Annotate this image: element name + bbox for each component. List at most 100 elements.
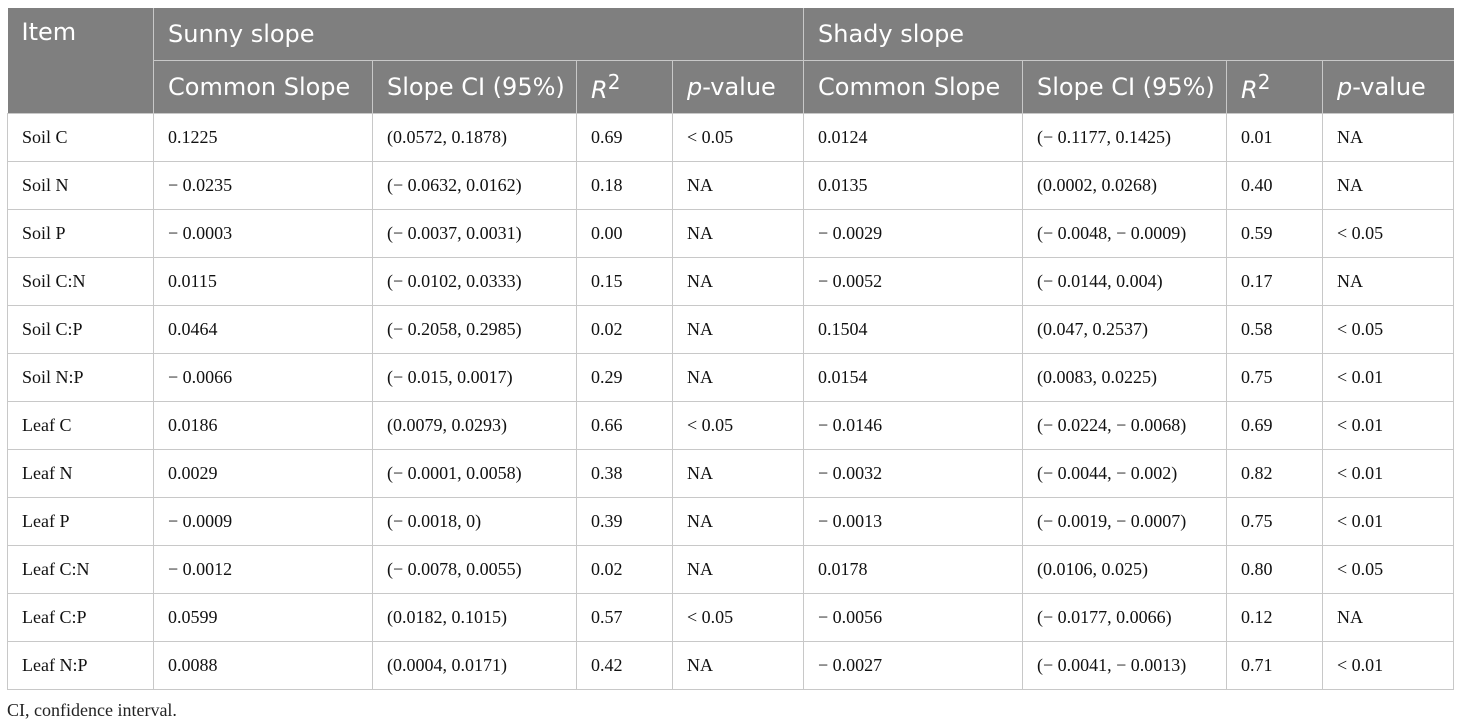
- cell-shady-slope-ci: (− 0.0019, − 0.0007): [1022, 497, 1227, 546]
- cell-shady-p-value: < 0.01: [1321, 353, 1455, 402]
- table-row: Leaf C:N − 0.0012 (− 0.0078, 0.0055) 0.02 NA…: [7, 545, 1455, 594]
- cell-shady-common-slope: − 0.0027: [803, 641, 1023, 690]
- cell-sunny-common-slope: 0.0464: [153, 305, 373, 354]
- cell-sunny-slope-ci: (− 0.0001, 0.0058): [372, 449, 577, 498]
- cell-item: Soil C: [7, 113, 154, 162]
- cell-sunny-slope-ci: (0.0572, 0.1878): [372, 113, 577, 162]
- cell-sunny-r2: 0.00: [576, 209, 673, 258]
- r2-superscript: 2: [607, 70, 621, 94]
- header-sunny-p-value: p-value: [672, 60, 804, 114]
- cell-sunny-p-value: NA: [672, 305, 804, 354]
- p-symbol: p: [1337, 73, 1353, 101]
- header-shady-common-slope: Common Slope: [803, 60, 1023, 114]
- cell-sunny-r2: 0.18: [576, 161, 673, 210]
- cell-sunny-common-slope: − 0.0003: [153, 209, 373, 258]
- cell-shady-p-value: NA: [1321, 257, 1455, 306]
- cell-sunny-slope-ci: (− 0.0078, 0.0055): [372, 545, 577, 594]
- cell-sunny-slope-ci: (− 0.015, 0.0017): [372, 353, 577, 402]
- cell-shady-common-slope: 0.0178: [803, 545, 1023, 594]
- table-row: Leaf N 0.0029 (− 0.0001, 0.0058) 0.38 NA − 0.…: [7, 449, 1455, 498]
- cell-shady-common-slope: − 0.0032: [803, 449, 1023, 498]
- cell-shady-r2: 0.69: [1226, 401, 1323, 450]
- cell-shady-common-slope: − 0.0052: [803, 257, 1023, 306]
- cell-shady-p-value: < 0.05: [1321, 209, 1455, 258]
- header-sunny-slope-ci: Slope CI (95%): [372, 60, 577, 114]
- cell-sunny-r2: 0.42: [576, 641, 673, 690]
- cell-sunny-p-value: NA: [672, 353, 804, 402]
- cell-sunny-common-slope: − 0.0012: [153, 545, 373, 594]
- header-sunny-common-slope: Common Slope: [153, 60, 373, 114]
- cell-shady-p-value: NA: [1321, 113, 1455, 162]
- cell-shady-r2: 0.17: [1226, 257, 1323, 306]
- cell-sunny-slope-ci: (0.0079, 0.0293): [372, 401, 577, 450]
- cell-shady-p-value: < 0.05: [1321, 545, 1455, 594]
- cell-sunny-slope-ci: (0.0004, 0.0171): [372, 641, 577, 690]
- table-row: Soil P − 0.0003 (− 0.0037, 0.0031) 0.00 NA − …: [7, 209, 1455, 258]
- cell-shady-slope-ci: (− 0.0048, − 0.0009): [1022, 209, 1227, 258]
- cell-shady-common-slope: 0.0124: [803, 113, 1023, 162]
- header-item: Item: [7, 8, 154, 114]
- cell-sunny-slope-ci: (− 0.0102, 0.0333): [372, 257, 577, 306]
- cell-shady-r2: 0.71: [1226, 641, 1323, 690]
- cell-shady-r2: 0.58: [1226, 305, 1323, 354]
- cell-shady-slope-ci: (− 0.1177, 0.1425): [1022, 113, 1227, 162]
- cell-sunny-slope-ci: (− 0.0018, 0): [372, 497, 577, 546]
- cell-sunny-p-value: < 0.05: [672, 401, 804, 450]
- header-shady-slope-ci: Slope CI (95%): [1022, 60, 1227, 114]
- cell-shady-slope-ci: (− 0.0044, − 0.002): [1022, 449, 1227, 498]
- cell-item: Leaf C:N: [7, 545, 154, 594]
- table-row: Soil C:N 0.0115 (− 0.0102, 0.0333) 0.15 NA − …: [7, 257, 1455, 306]
- cell-shady-slope-ci: (0.047, 0.2537): [1022, 305, 1227, 354]
- cell-sunny-p-value: NA: [672, 545, 804, 594]
- cell-shady-slope-ci: (− 0.0144, 0.004): [1022, 257, 1227, 306]
- cell-shady-r2: 0.59: [1226, 209, 1323, 258]
- cell-sunny-p-value: NA: [672, 209, 804, 258]
- cell-shady-p-value: < 0.01: [1321, 497, 1455, 546]
- cell-shady-r2: 0.01: [1226, 113, 1323, 162]
- cell-sunny-common-slope: 0.0115: [153, 257, 373, 306]
- cell-shady-r2: 0.75: [1226, 497, 1323, 546]
- header-shady-p-value: p-value: [1321, 60, 1454, 114]
- cell-shady-common-slope: − 0.0013: [803, 497, 1023, 546]
- cell-shady-p-value: NA: [1321, 161, 1455, 210]
- table-row: Leaf C:P 0.0599 (0.0182, 0.1015) 0.57 < 0.05…: [7, 593, 1455, 642]
- cell-shady-r2: 0.80: [1226, 545, 1323, 594]
- cell-sunny-r2: 0.02: [576, 305, 673, 354]
- cell-item: Leaf P: [7, 497, 154, 546]
- cell-shady-r2: 0.40: [1226, 161, 1323, 210]
- cell-sunny-r2: 0.39: [576, 497, 673, 546]
- header-column-row: Common Slope Slope CI (95%) R2 p-value C…: [8, 60, 1454, 114]
- cell-sunny-p-value: NA: [672, 497, 804, 546]
- p-value-suffix: -value: [702, 73, 776, 101]
- table-row: Soil N − 0.0235 (− 0.0632, 0.0162) 0.18 NA 0.…: [7, 161, 1455, 210]
- cell-item: Leaf N:P: [7, 641, 154, 690]
- cell-sunny-common-slope: 0.0186: [153, 401, 373, 450]
- cell-shady-p-value: < 0.01: [1321, 401, 1455, 450]
- cell-shady-p-value: NA: [1321, 593, 1455, 642]
- cell-sunny-r2: 0.69: [576, 113, 673, 162]
- cell-sunny-p-value: NA: [672, 449, 804, 498]
- cell-sunny-slope-ci: (− 0.0632, 0.0162): [372, 161, 577, 210]
- cell-shady-common-slope: 0.0135: [803, 161, 1023, 210]
- cell-sunny-slope-ci: (− 0.0037, 0.0031): [372, 209, 577, 258]
- cell-shady-r2: 0.75: [1226, 353, 1323, 402]
- cell-shady-slope-ci: (− 0.0041, − 0.0013): [1022, 641, 1227, 690]
- header-group-sunny: Sunny slope: [153, 8, 804, 61]
- cell-shady-p-value: < 0.05: [1321, 305, 1455, 354]
- p-value-suffix: -value: [1352, 73, 1426, 101]
- cell-sunny-common-slope: 0.1225: [153, 113, 373, 162]
- cell-sunny-r2: 0.02: [576, 545, 673, 594]
- cell-sunny-p-value: < 0.05: [672, 113, 804, 162]
- cell-shady-common-slope: 0.1504: [803, 305, 1023, 354]
- header-group-row: Item Sunny slope Shady slope: [7, 8, 1454, 114]
- cell-sunny-common-slope: 0.0599: [153, 593, 373, 642]
- cell-sunny-common-slope: − 0.0009: [153, 497, 373, 546]
- cell-shady-p-value: < 0.01: [1321, 641, 1455, 690]
- cell-item: Leaf N: [7, 449, 154, 498]
- r2-symbol: R: [1241, 76, 1258, 104]
- r2-superscript: 2: [1257, 70, 1271, 94]
- table-body: Soil C 0.1225 (0.0572, 0.1878) 0.69 < 0.05 0.…: [7, 113, 1455, 690]
- cell-sunny-r2: 0.15: [576, 257, 673, 306]
- table-row: Soil C 0.1225 (0.0572, 0.1878) 0.69 < 0.05 0.…: [7, 113, 1455, 162]
- results-table: Item Sunny slope Shady slope Common Slop…: [7, 8, 1455, 690]
